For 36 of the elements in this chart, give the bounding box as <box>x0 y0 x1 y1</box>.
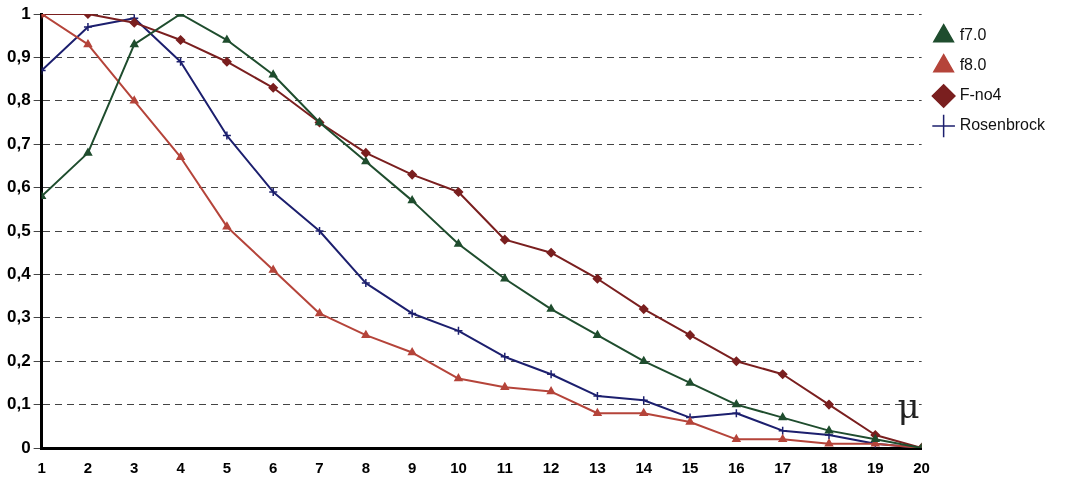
legend-label: f8.0 <box>959 56 987 74</box>
x-tick-label: 16 <box>728 459 745 477</box>
x-tick-label: 5 <box>222 459 232 477</box>
y-tick-label: 0,2 <box>6 350 31 370</box>
x-tick-label: 9 <box>407 459 417 477</box>
x-tick-label: 2 <box>83 459 93 477</box>
x-tick-label: 1 <box>37 459 46 477</box>
y-tick-label: 0,7 <box>6 133 31 153</box>
x-tick-label: 14 <box>635 459 653 477</box>
x-tick-label: 15 <box>681 459 699 477</box>
x-tick-label: 10 <box>450 459 467 477</box>
y-tick-label: 0,8 <box>6 90 31 110</box>
legend-label: Rosenbrock <box>959 116 1046 134</box>
legend-label: F-no4 <box>959 86 1002 104</box>
x-tick-label: 8 <box>361 459 371 477</box>
x-tick-label: 3 <box>130 459 139 477</box>
x-tick-label: 11 <box>496 459 513 477</box>
x-tick-label: 19 <box>866 459 884 477</box>
x-tick-label: 20 <box>913 459 930 477</box>
legend-label: f7.0 <box>959 26 987 44</box>
x-tick-label: 7 <box>315 459 324 477</box>
x-tick-label: 18 <box>820 459 838 477</box>
x-tick-label: 6 <box>269 459 278 477</box>
y-tick-label: 0 <box>21 437 31 457</box>
y-tick-label: 0,6 <box>6 177 31 197</box>
y-tick-label: 0,5 <box>6 220 31 240</box>
y-tick-label: 0,9 <box>6 47 31 67</box>
y-tick-label: 0,1 <box>6 394 31 414</box>
y-tick-label: 0,4 <box>6 264 32 284</box>
x-tick-label: 4 <box>176 459 186 477</box>
y-tick-label: 1 <box>21 3 31 23</box>
x-tick-label: 12 <box>542 459 560 477</box>
y-tick-label: 0,3 <box>6 307 31 327</box>
x-tick-label: 13 <box>589 459 606 477</box>
x-axis-title: μ <box>897 385 920 426</box>
x-tick-label: 17 <box>774 459 792 477</box>
